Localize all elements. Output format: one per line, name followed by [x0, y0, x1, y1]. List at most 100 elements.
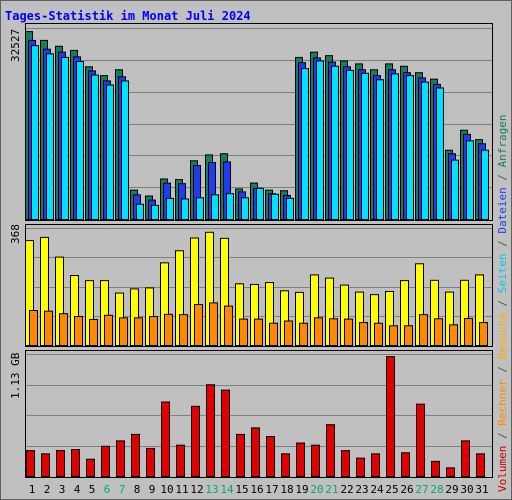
hosts-bar — [89, 318, 98, 347]
pages-bar — [451, 159, 459, 221]
hosts-bar — [269, 322, 278, 347]
legend-entry: Anfragen — [496, 114, 509, 167]
volume-bar — [281, 453, 290, 477]
x-tick-label: 24 — [370, 483, 384, 496]
volume-bar — [311, 444, 320, 478]
pages-bar — [226, 193, 234, 221]
hosts-bar — [134, 317, 143, 346]
hosts-bar — [209, 302, 218, 346]
x-tick-label: 28 — [430, 483, 443, 496]
x-tick-label: 11 — [175, 483, 188, 496]
hosts-bar — [464, 317, 473, 347]
volume-bar — [101, 445, 110, 477]
legend-entry: Rechner — [496, 379, 509, 426]
volume-bar — [431, 460, 440, 477]
hosts-bar — [359, 322, 368, 347]
pages-bar — [466, 140, 474, 221]
volume-bar — [131, 433, 140, 477]
volume-bar — [326, 424, 335, 478]
x-tick-label: 10 — [160, 483, 173, 496]
hosts-bar — [239, 318, 248, 347]
volume-bar — [146, 447, 155, 477]
pages-bar — [436, 87, 444, 220]
volume-bar — [161, 401, 170, 477]
volume-bar — [371, 453, 380, 477]
pages-bar — [121, 80, 129, 221]
pages-bar — [256, 187, 264, 220]
pages-bar — [61, 56, 69, 220]
chart-title: Tages-Statistik im Monat Juli 2024 — [5, 9, 251, 23]
hosts-bar — [329, 318, 338, 347]
volume-bar — [236, 433, 245, 477]
hosts-bar — [104, 314, 113, 347]
pages-bar — [346, 69, 354, 220]
volume-panel-frame — [25, 350, 493, 478]
pages-bar — [211, 194, 219, 221]
hosts-bar — [224, 305, 233, 346]
volume-bar — [356, 457, 365, 478]
pages-bar — [166, 197, 174, 221]
x-tick-label: 22 — [340, 483, 353, 496]
hosts-bar — [389, 325, 398, 347]
x-tick-label: 30 — [460, 483, 473, 496]
x-tick-label: 5 — [89, 483, 96, 496]
volume-bar — [221, 389, 230, 478]
hosts-bar — [479, 322, 488, 347]
hosts-bar — [119, 317, 128, 346]
x-tick-label: 17 — [265, 483, 278, 496]
pages-bar — [481, 149, 489, 220]
x-tick-label: 8 — [134, 483, 141, 496]
hosts-bar — [59, 313, 68, 346]
hosts-bar — [284, 320, 293, 346]
legend-entry: / — [496, 426, 509, 446]
hosts-bar — [449, 324, 458, 346]
legend-entry: / — [496, 167, 509, 187]
visits-ymax-label: 368 — [9, 224, 22, 244]
volume-bar — [296, 442, 305, 477]
pages-bar — [406, 75, 414, 220]
volume-bar — [251, 427, 260, 477]
volume-bar — [416, 403, 425, 478]
volume-bar — [446, 467, 455, 477]
x-tick-label: 13 — [205, 483, 218, 496]
pages-bar — [76, 61, 84, 221]
x-tick-label: 19 — [295, 483, 308, 496]
hosts-bar — [74, 316, 83, 346]
x-tick-label: 4 — [74, 483, 81, 496]
hosts-bar — [149, 316, 158, 346]
x-tick-label: 1 — [29, 483, 36, 496]
pages-bar — [331, 65, 339, 220]
x-tick-label: 3 — [59, 483, 66, 496]
x-tick-label: 23 — [355, 483, 368, 496]
pages-bar — [151, 204, 159, 220]
pages-bar — [286, 197, 294, 221]
x-tick-label: 7 — [119, 483, 126, 496]
pages-bar — [301, 68, 309, 220]
volume-bar — [401, 452, 410, 478]
hosts-bar — [194, 303, 203, 347]
hosts-bar — [419, 314, 428, 347]
pages-bar — [46, 53, 54, 220]
pages-bar — [271, 193, 279, 221]
volume-bar — [86, 458, 95, 478]
requests-ymax-label: 32527 — [9, 29, 22, 62]
legend-entry: / — [496, 360, 509, 380]
volume-bar — [176, 444, 185, 478]
pages-bar — [31, 45, 39, 221]
hosts-bar — [299, 322, 308, 347]
pages-bar — [181, 198, 189, 221]
x-tick-label: 20 — [310, 483, 323, 496]
x-tick-label: 25 — [385, 483, 398, 496]
x-tick-label: 9 — [149, 483, 156, 496]
hosts-bar — [344, 318, 353, 347]
hosts-bar — [44, 310, 53, 347]
legend-entry: Volumen — [496, 446, 509, 492]
volume-bar — [191, 405, 200, 477]
x-tick-label: 29 — [445, 483, 458, 496]
x-tick-label: 18 — [280, 483, 293, 496]
x-tick-label: 6 — [104, 483, 111, 496]
pages-bar — [241, 197, 249, 221]
pages-bar — [316, 60, 324, 221]
